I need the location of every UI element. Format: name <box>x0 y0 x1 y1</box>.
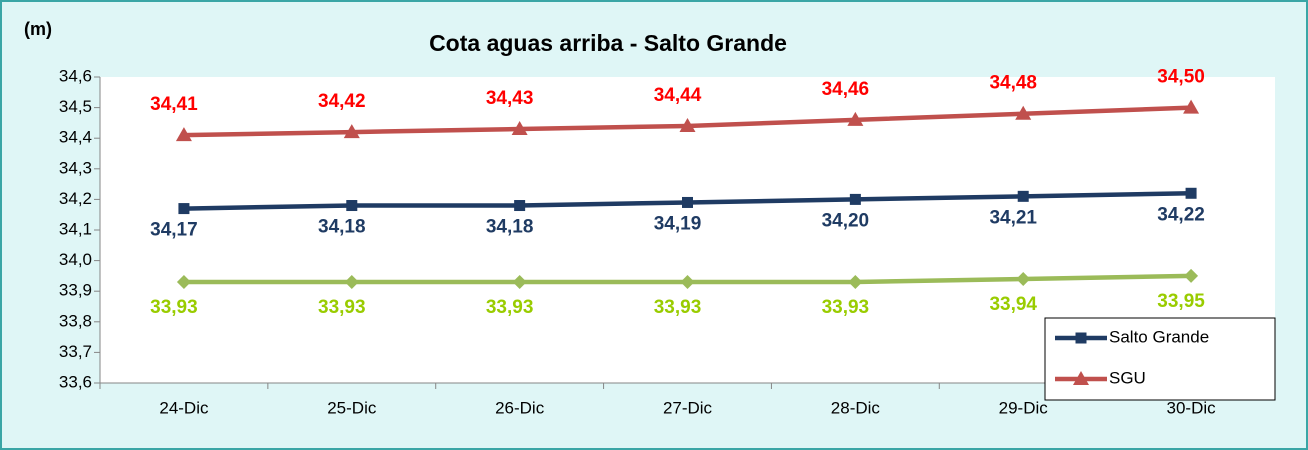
chart-title: Cota aguas arriba - Salto Grande <box>429 30 787 56</box>
data-label: 33,93 <box>318 297 366 318</box>
y-tick-label: 34,0 <box>59 250 92 269</box>
data-label: 34,50 <box>1157 67 1205 88</box>
data-label: 34,20 <box>822 210 870 231</box>
data-point <box>344 275 359 290</box>
x-tick-label: 29-Dic <box>999 398 1049 417</box>
x-tick-label: 30-Dic <box>1167 398 1217 417</box>
data-label: 34,22 <box>1157 204 1205 225</box>
data-label: 34,44 <box>654 85 702 106</box>
data-label: 34,18 <box>318 217 366 238</box>
data-label: 34,19 <box>654 213 702 234</box>
y-tick-label: 34,1 <box>59 219 92 238</box>
data-point <box>176 275 191 290</box>
x-tick-label: 24-Dic <box>159 398 209 417</box>
data-label: 34,17 <box>150 220 198 241</box>
data-label: 34,46 <box>822 79 870 100</box>
x-tick-label: 27-Dic <box>663 398 713 417</box>
x-tick-label: 26-Dic <box>495 398 545 417</box>
y-tick-label: 33,7 <box>59 342 92 361</box>
legend-label: Salto Grande <box>1109 327 1209 346</box>
data-label: 33,93 <box>822 297 870 318</box>
data-point <box>175 127 192 142</box>
data-label: 33,93 <box>150 297 198 318</box>
legend-marker <box>1075 332 1087 344</box>
data-point <box>1016 271 1031 286</box>
data-label: 34,21 <box>989 207 1037 228</box>
data-point <box>343 124 360 139</box>
data-point <box>1184 268 1199 283</box>
data-point <box>847 111 864 126</box>
data-label: 34,42 <box>318 91 366 112</box>
legend-marker <box>1073 371 1089 385</box>
data-label: 33,93 <box>486 297 534 318</box>
data-point <box>848 275 863 290</box>
data-point <box>511 121 528 136</box>
data-label: 34,18 <box>486 217 534 238</box>
y-axis-label: (m) <box>24 19 52 39</box>
data-point <box>1017 190 1029 202</box>
data-label: 33,93 <box>654 297 702 318</box>
x-tick-label: 28-Dic <box>831 398 881 417</box>
data-label: 34,48 <box>989 73 1037 94</box>
legend-label: SGU <box>1109 368 1146 387</box>
data-point <box>1185 187 1197 199</box>
data-label: 33,95 <box>1157 291 1205 312</box>
y-tick-label: 33,8 <box>59 311 92 330</box>
data-label: 34,43 <box>486 88 534 109</box>
data-label: 33,94 <box>989 294 1037 315</box>
y-tick-label: 34,4 <box>59 128 92 147</box>
y-tick-label: 34,3 <box>59 158 92 177</box>
x-tick-label: 25-Dic <box>327 398 377 417</box>
data-point <box>679 117 696 132</box>
y-tick-label: 33,6 <box>59 372 92 391</box>
data-point <box>680 275 695 290</box>
data-point <box>178 203 190 215</box>
y-tick-label: 34,5 <box>59 97 92 116</box>
data-point <box>682 196 693 208</box>
data-point <box>346 200 358 212</box>
data-point <box>1183 99 1200 114</box>
legend-box <box>1044 317 1276 401</box>
y-tick-label: 34,6 <box>59 66 92 85</box>
y-tick-label: 33,9 <box>59 281 92 300</box>
data-point <box>849 193 861 205</box>
data-label: 34,41 <box>150 94 198 115</box>
data-point <box>514 200 526 212</box>
y-tick-label: 34,2 <box>59 189 92 208</box>
data-point <box>512 275 527 290</box>
data-point <box>1015 105 1032 120</box>
